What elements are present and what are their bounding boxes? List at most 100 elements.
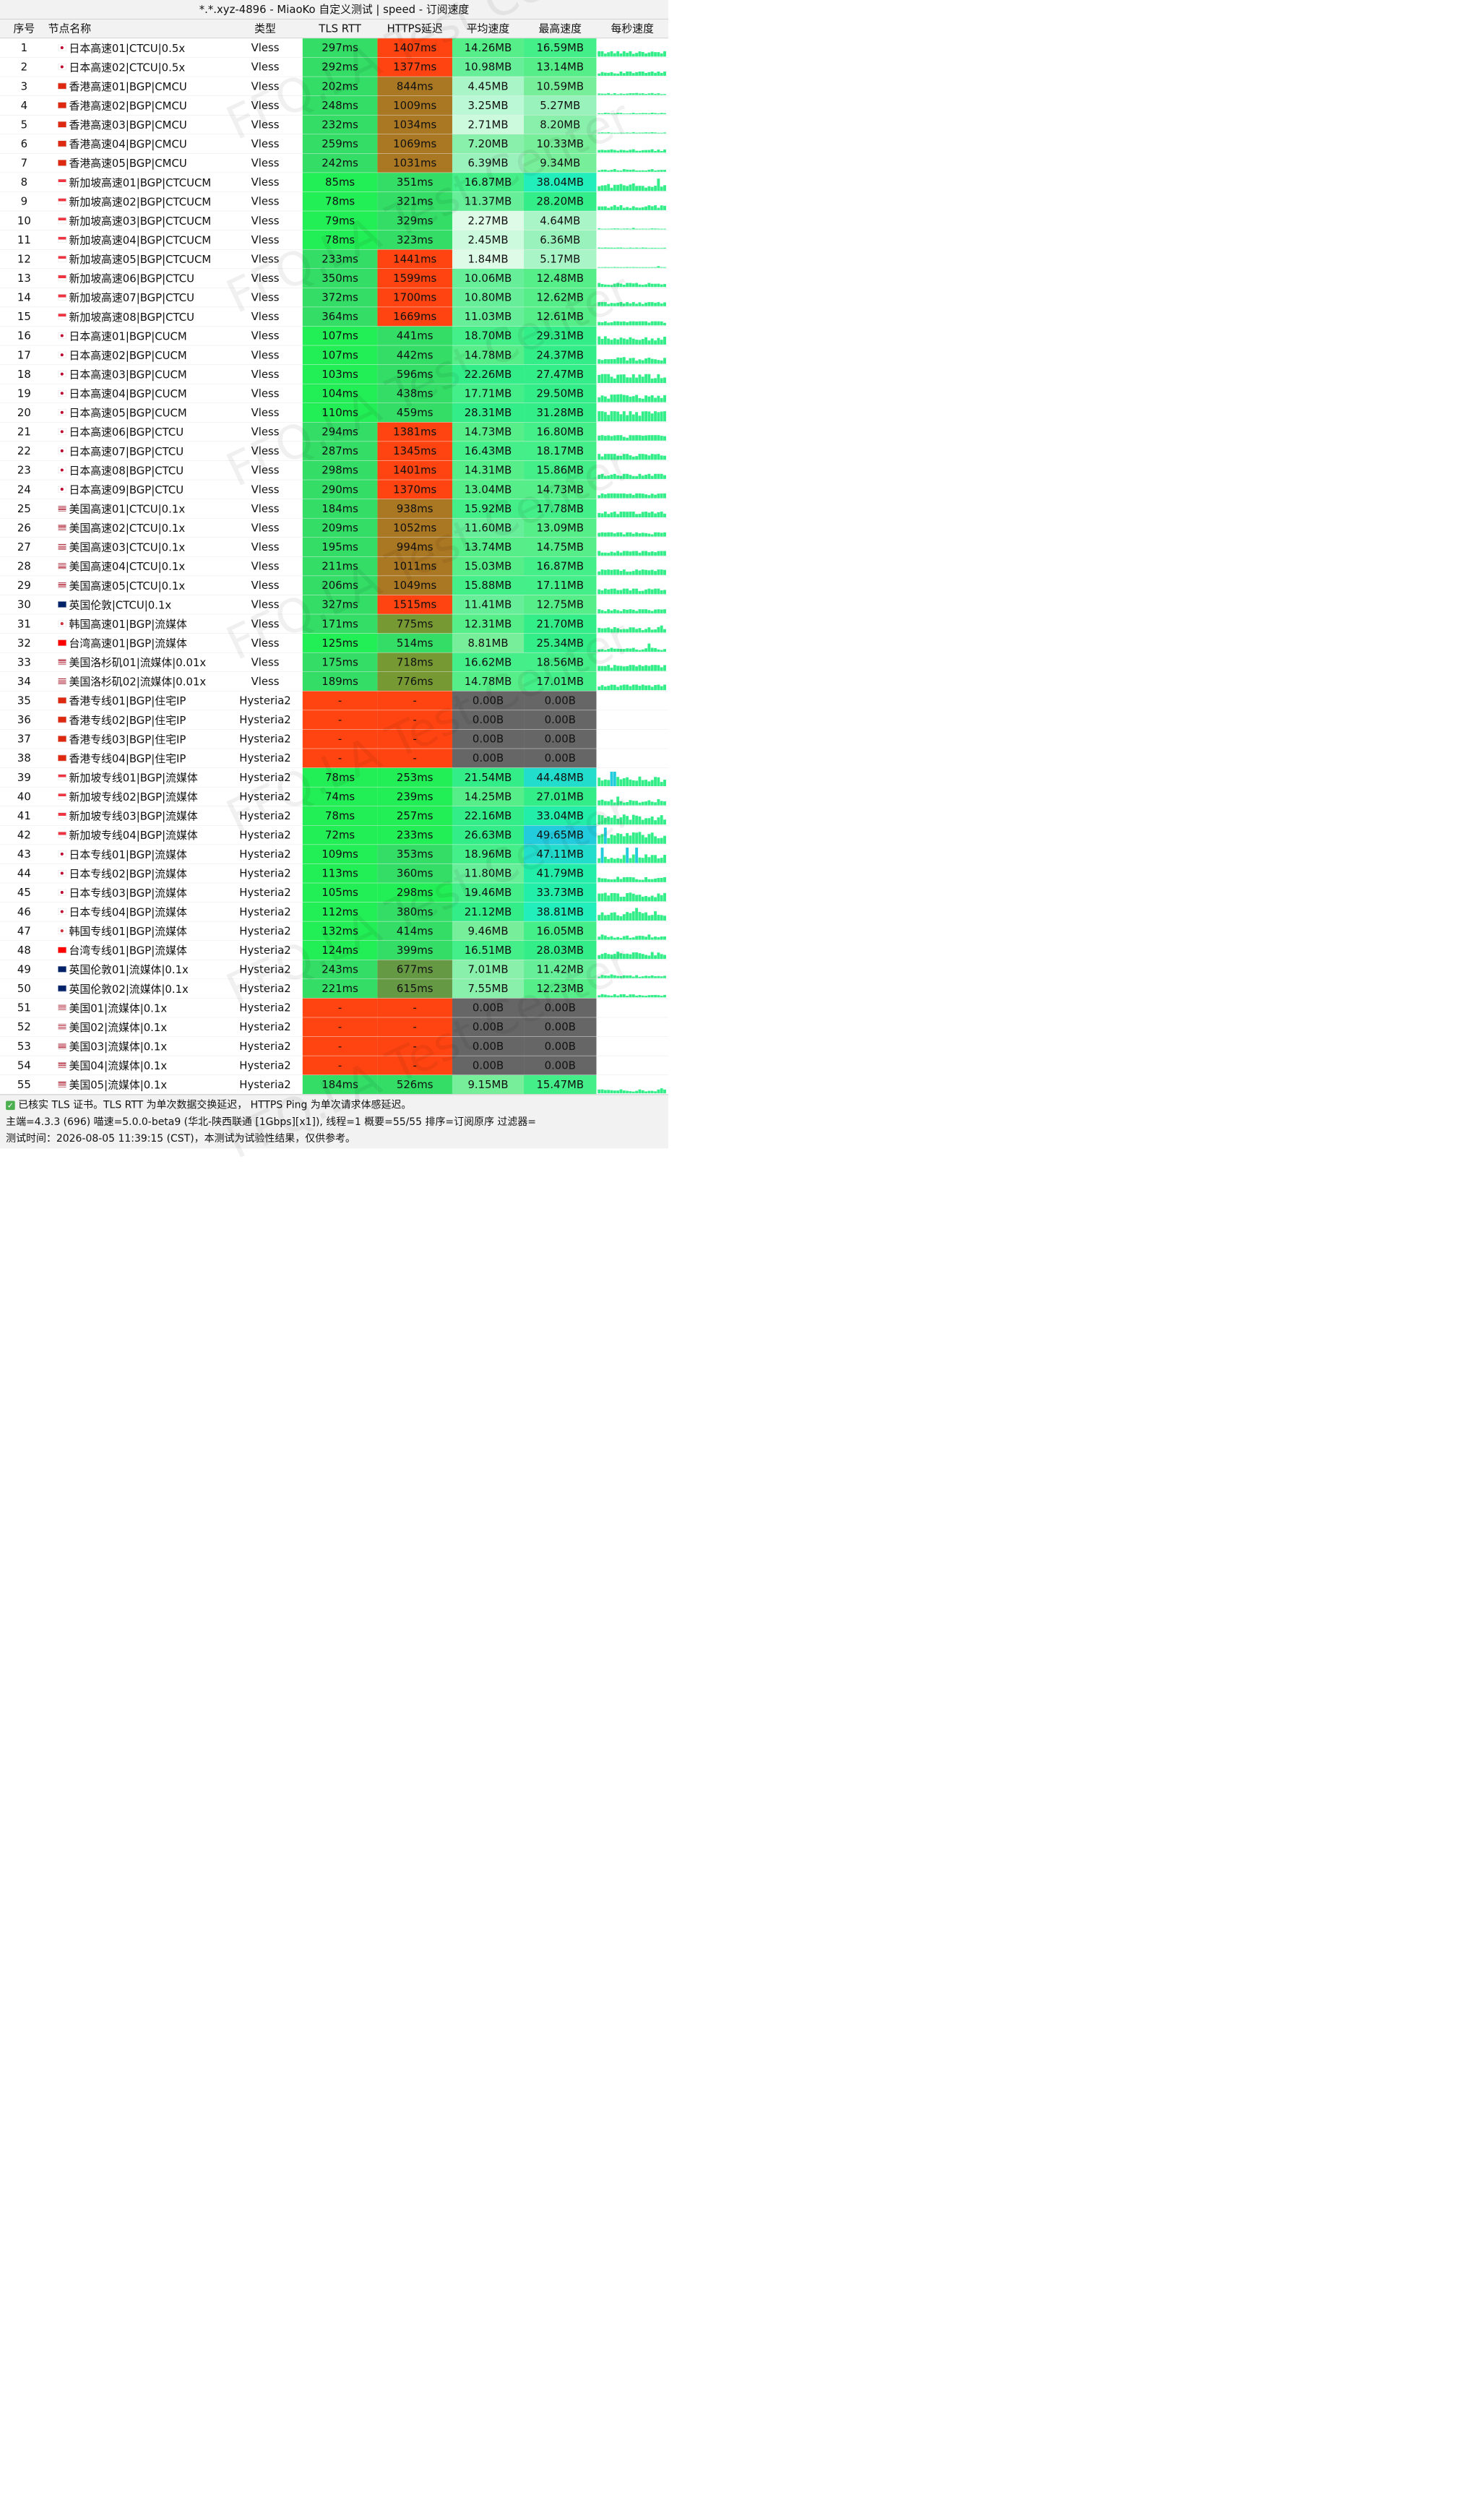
sparkline-bar — [650, 551, 654, 556]
sparkline-bar — [663, 649, 666, 652]
sparkline-bar — [647, 897, 651, 902]
max-speed-cell: 33.04MB — [524, 806, 597, 826]
avg-speed-cell: 14.26MB — [452, 38, 525, 58]
sparkline-bar — [650, 413, 654, 422]
row-index: 45 — [17, 886, 31, 899]
sparkline-bar — [610, 228, 613, 230]
sparkline-bar — [598, 247, 601, 249]
sparkline-bar — [622, 493, 626, 499]
sparkline-bar — [631, 53, 635, 57]
table-row: 47 韩国专线01|BGP|流媒体 Hysteria2 132ms 414ms 9.46M… — [0, 921, 668, 941]
sparkline-bar — [619, 113, 623, 115]
node-name-text: 新加坡高速02|BGP|CTCUCM — [69, 195, 212, 208]
row-index: 12 — [17, 252, 31, 266]
node-type: Hysteria2 — [239, 732, 291, 746]
sparkline-bar — [619, 665, 623, 671]
https-latency-cell: 253ms — [377, 767, 452, 787]
sparkline-bar — [600, 780, 604, 787]
https-latency-cell: 442ms — [377, 345, 452, 365]
sparkline-bar — [660, 267, 663, 268]
node-name-text: 日本高速09|BGP|CTCU — [69, 483, 184, 496]
table-row: 22 日本高速07|BGP|CTCU Vless 287ms 1345ms 16.43MB… — [0, 441, 668, 461]
node-type: Vless — [251, 290, 280, 304]
sparkline-bar — [616, 532, 620, 537]
sparkline-bar — [647, 396, 651, 402]
sparkline-bar — [654, 994, 657, 998]
sparkline-bar — [660, 801, 663, 806]
sparkline-bar — [626, 684, 629, 691]
avg-speed-cell: 15.92MB — [452, 499, 525, 518]
sparkline-bar — [663, 336, 666, 345]
sparkline-bar — [657, 178, 660, 191]
node-name-text: 日本专线03|BGP|流媒体 — [69, 886, 187, 900]
https-latency-cell: 298ms — [377, 883, 452, 902]
sparkline-bar — [622, 629, 626, 633]
sparkline-bar — [641, 995, 644, 998]
sparkline-bar — [650, 283, 654, 288]
sparkline-bar — [650, 494, 654, 499]
footer-line-2: 主端=4.3.3 (696) 喵速=5.0.0-beta9 (华北-陕西联通 [… — [6, 1116, 536, 1128]
sparkline-bar — [600, 169, 604, 172]
sparkline-bar — [663, 551, 666, 556]
sparkline-bar — [622, 666, 626, 671]
sparkline-bar — [660, 340, 663, 345]
sparkline-bar — [616, 551, 620, 556]
sparkline-bar — [622, 150, 626, 153]
sparkline-bar — [598, 186, 601, 191]
sparkline-bar — [600, 339, 604, 345]
sparkline-bar — [622, 914, 626, 921]
sparkline-bar — [631, 358, 635, 364]
sparkline-bar — [663, 513, 666, 518]
sparkline-bar — [626, 473, 629, 479]
node-name: 美国高速02|CTCU|0.1x — [48, 518, 228, 537]
sparkline-bar — [598, 800, 601, 806]
tls-rtt-cell: 327ms — [302, 595, 378, 614]
sparkline-bar — [638, 895, 642, 902]
sparkline-bar — [638, 454, 642, 460]
sparkline-bar — [641, 411, 644, 422]
tw-flag-icon — [58, 947, 66, 954]
sparkline-bar — [600, 284, 604, 288]
node-type: Hysteria2 — [239, 790, 291, 803]
sparkline-bar — [660, 936, 663, 940]
per-second-sparkline — [596, 480, 668, 499]
https-latency-cell: 526ms — [377, 1074, 452, 1095]
sparkline-bar — [631, 338, 635, 345]
sparkline-bar — [644, 955, 647, 960]
sparkline-bar — [603, 412, 607, 422]
node-name-text: 日本高速08|BGP|CTCU — [69, 464, 184, 477]
sparkline-bar — [635, 832, 639, 844]
sparkline-bar — [629, 835, 632, 844]
node-name: 新加坡高速05|BGP|CTCUCM — [48, 249, 228, 268]
sparkline-bar — [622, 512, 626, 518]
sparkline-bar — [657, 52, 660, 57]
sparkline-bar — [603, 374, 607, 384]
sparkline-bar — [626, 228, 629, 230]
sparkline-bar — [603, 569, 607, 575]
sparkline-bar — [635, 456, 639, 460]
node-type: Vless — [251, 463, 280, 477]
sparkline-bar — [610, 340, 613, 345]
tls-rtt-cell: 74ms — [302, 787, 378, 806]
node-name: 香港专线04|BGP|住宅IP — [48, 749, 228, 767]
sparkline-bar — [644, 801, 647, 806]
sparkline-bar — [635, 267, 639, 268]
node-type: Vless — [251, 156, 280, 170]
https-latency-cell: 239ms — [377, 787, 452, 806]
node-name-text: 新加坡高速04|BGP|CTCUCM — [69, 233, 212, 247]
per-second-sparkline — [596, 768, 668, 787]
table-row: 10 新加坡高速03|BGP|CTCUCM Vless 79ms 329ms 2.27MB… — [0, 211, 668, 231]
avg-speed-cell: 16.87MB — [452, 173, 525, 192]
sparkline-bar — [657, 588, 660, 595]
sparkline-bar — [616, 494, 620, 499]
sparkline-bar — [616, 777, 620, 787]
sparkline-bar — [631, 832, 635, 844]
sparkline-bar — [641, 1090, 644, 1094]
sparkline-bar — [607, 150, 611, 153]
sparkline-bar — [635, 780, 639, 787]
table-header: 序号 节点名称 类型 TLS RTT HTTPS延迟 平均速度 最高速度 每秒速… — [0, 20, 668, 39]
sparkline-bar — [650, 589, 654, 595]
sparkline-bar — [657, 228, 660, 230]
jp-flag-icon — [58, 389, 66, 397]
sparkline-bar — [629, 590, 632, 595]
